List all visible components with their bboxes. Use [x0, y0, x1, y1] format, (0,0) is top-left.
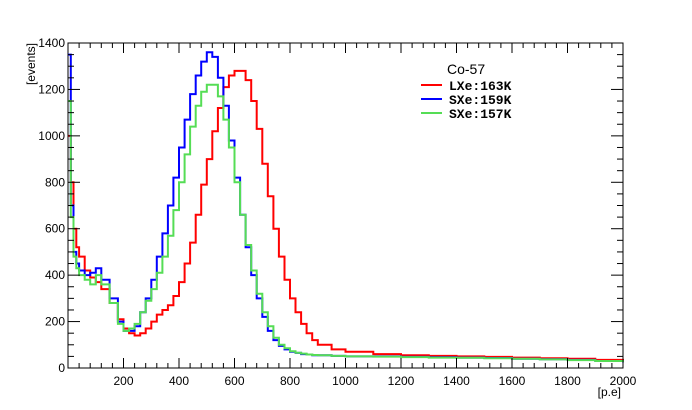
series-line-1 [68, 69, 624, 361]
legend-label-2: SXe:159K [449, 93, 512, 108]
axis-layer: 200 400 600 800 1000 1200 1400 1600 1800 2000 0 200… [38, 36, 636, 388]
y-tick-label: 600 [45, 222, 65, 236]
y-tick-label: 400 [45, 268, 65, 282]
x-tick-label: 1400 [443, 374, 470, 388]
series-line-2 [68, 51, 624, 363]
series-layer [68, 51, 624, 363]
x-tick-label: 1200 [388, 374, 415, 388]
x-tick-label: 2000 [610, 374, 637, 388]
y-tick-label: 1400 [38, 36, 65, 50]
y-tick-label: 800 [45, 175, 65, 189]
legend-label-1: LXe:163K [449, 79, 512, 94]
plot-frame [67, 42, 624, 369]
x-tick-label: 1600 [499, 374, 526, 388]
y-tick-label: 0 [58, 361, 65, 375]
legend-label-3: SXe:157K [449, 107, 512, 122]
legend-title: Co-57 [447, 61, 485, 77]
y-tick-label: 1200 [38, 82, 65, 96]
y-tick-label: 200 [45, 315, 65, 329]
x-tick-label: 600 [224, 374, 244, 388]
x-tick-label: 1800 [554, 374, 581, 388]
y-axis-title: [events] [24, 43, 38, 85]
y-tick-label: 1000 [38, 129, 65, 143]
x-tick-label: 800 [280, 374, 300, 388]
x-tick-label: 1000 [332, 374, 359, 388]
x-tick-label: 200 [113, 374, 133, 388]
series-line-3 [68, 83, 624, 362]
x-axis-title: [p.e] [598, 385, 621, 399]
x-tick-label: 400 [169, 374, 189, 388]
